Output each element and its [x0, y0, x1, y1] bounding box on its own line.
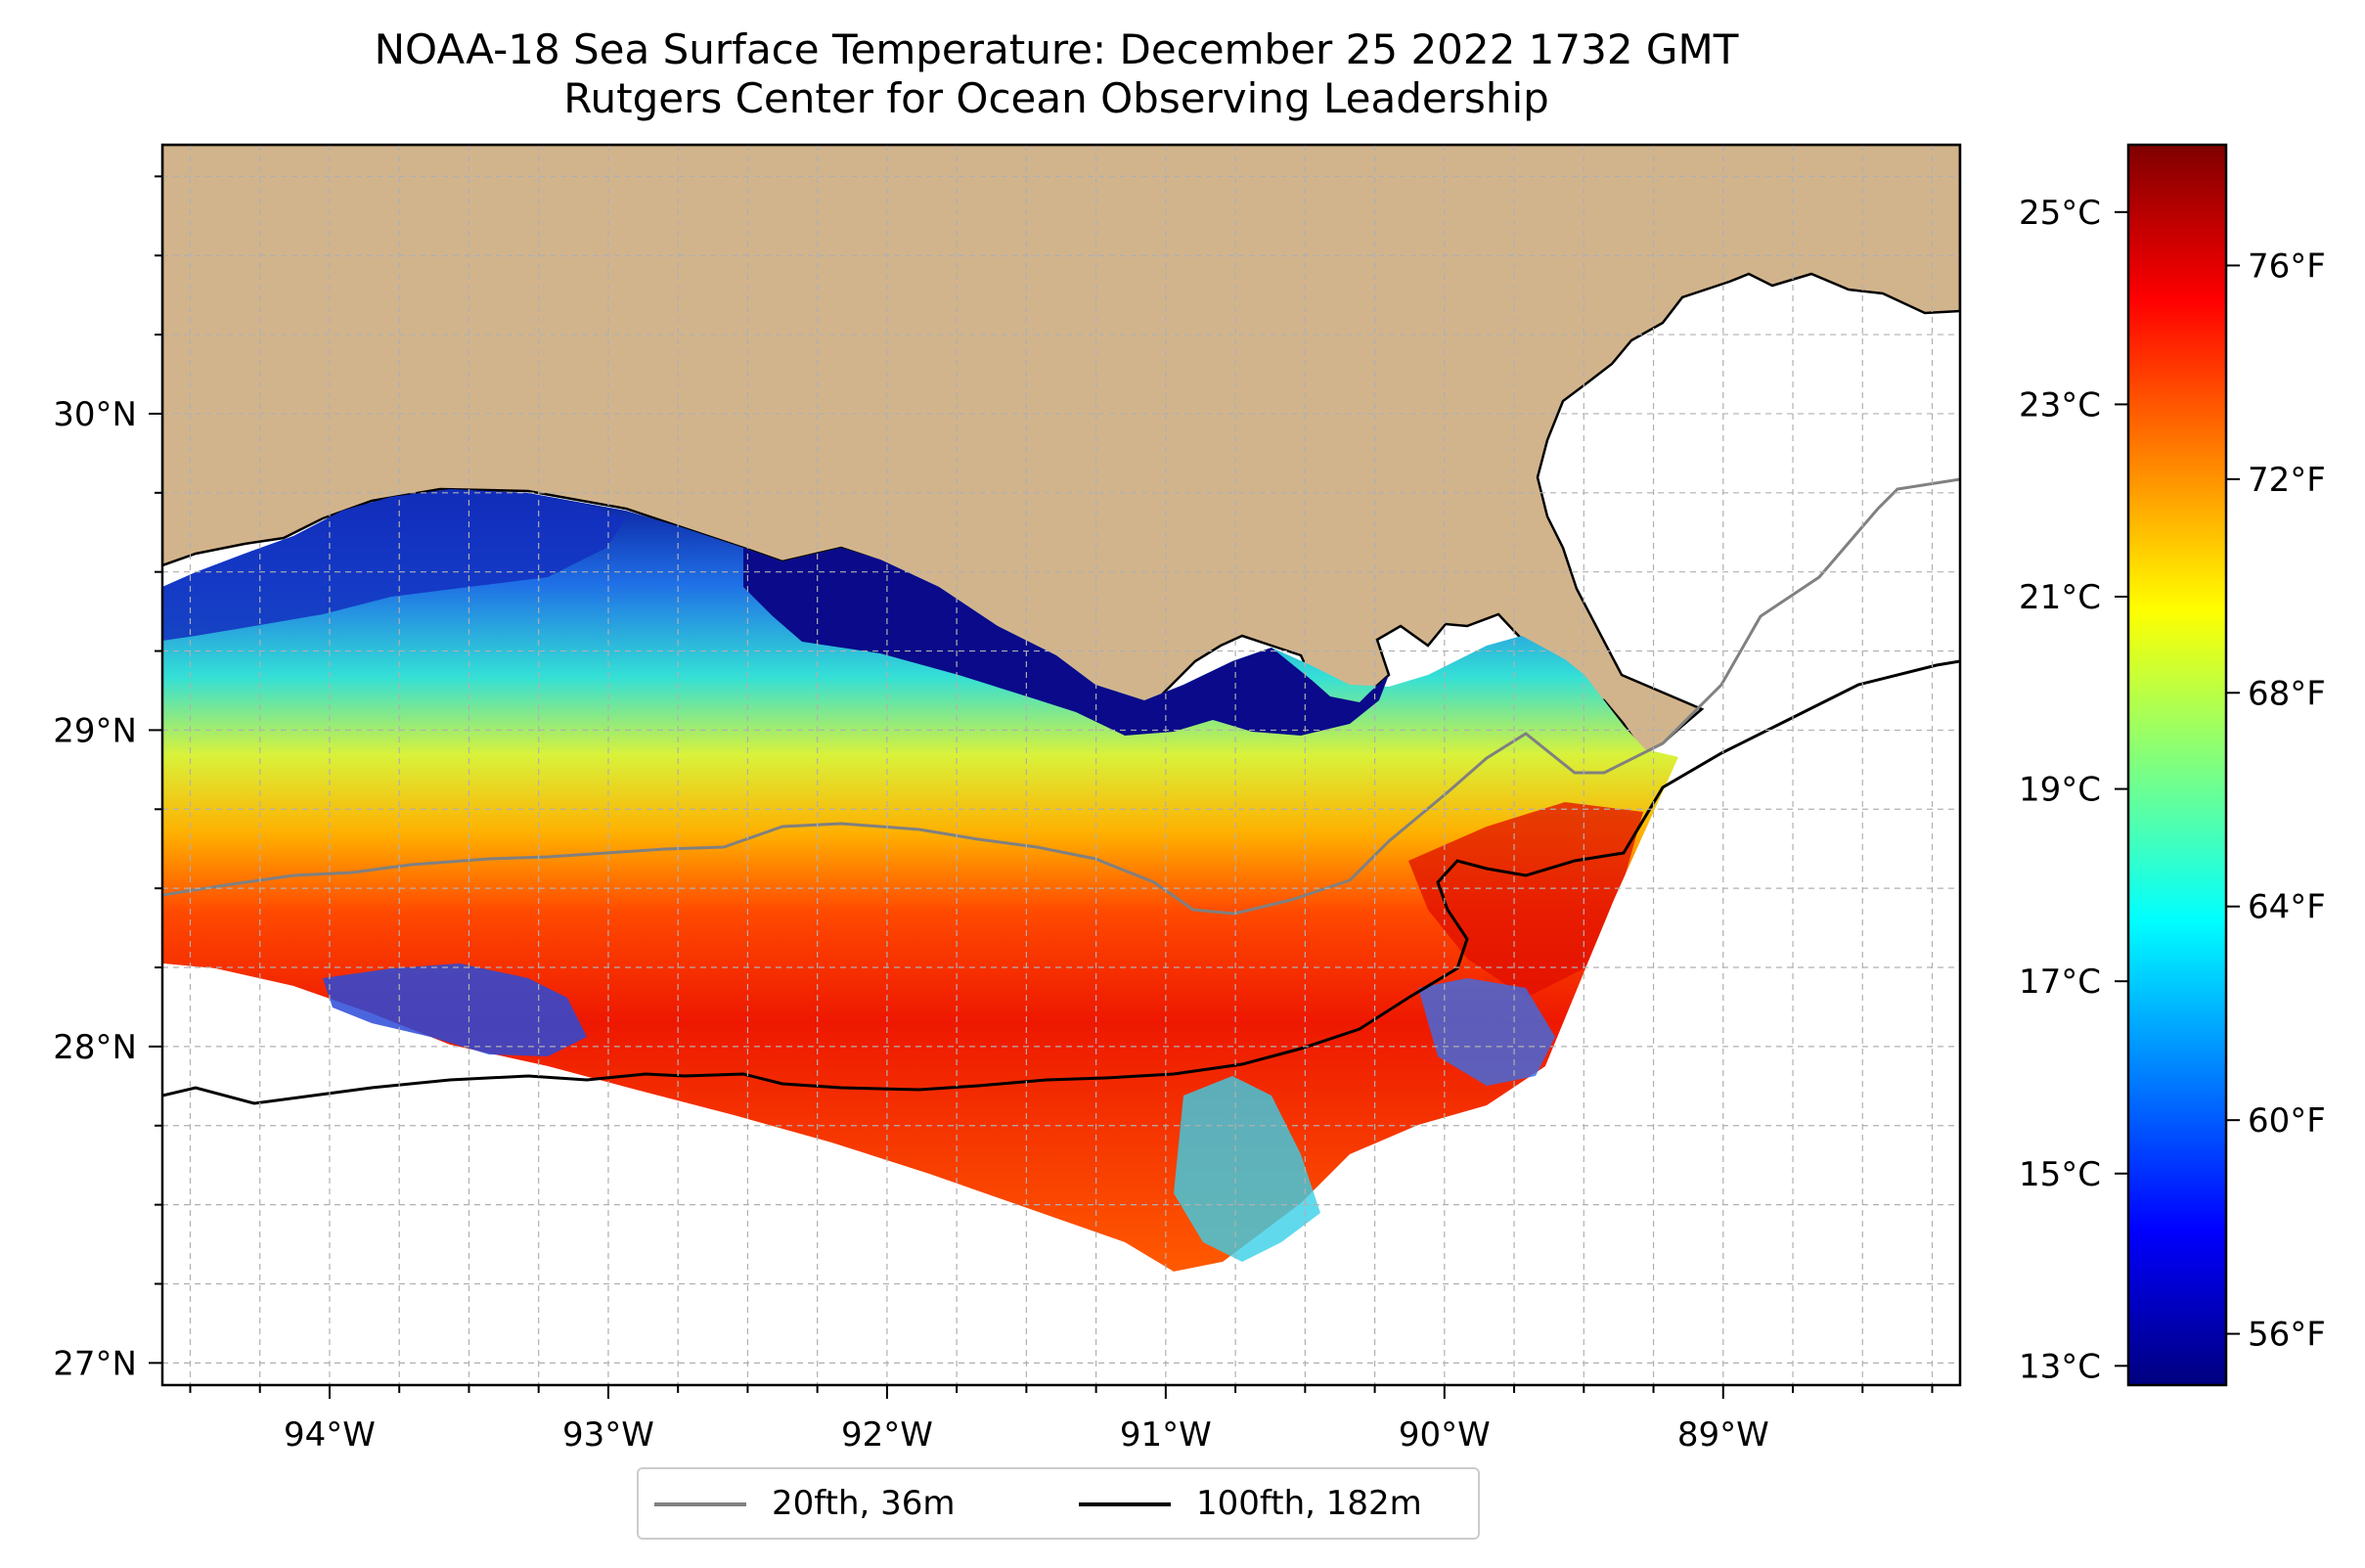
legend-label-100fth: 100fth, 182m: [1196, 1484, 1422, 1523]
legend-line-20fth: [654, 1502, 746, 1506]
graticule: [162, 145, 1960, 1385]
lat-tick-label: 28°N: [53, 1028, 137, 1067]
map-legend: 20fth, 36m 100fth, 182m: [637, 1467, 1480, 1540]
lon-tick-label: 89°W: [1677, 1415, 1769, 1455]
lon-tick-label: 94°W: [284, 1415, 376, 1455]
celsius-tick-label: 25°C: [2019, 194, 2101, 233]
colorbar-gradient: [2126, 143, 2228, 1387]
lon-tick-label: 90°W: [1399, 1415, 1491, 1455]
celsius-tick-label: 17°C: [2019, 963, 2101, 1002]
isobath-100fth: [162, 659, 1960, 1105]
cloud-gap-southwest: [162, 963, 1275, 1385]
cool-patch-southwest: [323, 963, 587, 1056]
fahrenheit-tick-label: 76°F: [2248, 246, 2326, 286]
fahrenheit-tick-label: 68°F: [2248, 674, 2326, 713]
no-data-east: [1545, 509, 1960, 1385]
lon-tick-label: 93°W: [562, 1415, 654, 1455]
celsius-tick-label: 15°C: [2019, 1155, 2101, 1194]
map-body: [162, 145, 1960, 1385]
legend-line-100fth: [1079, 1502, 1171, 1506]
cool-patch-south: [1174, 1076, 1320, 1262]
latitude-axis: 27°N 28°N 29°N 30°N: [53, 175, 162, 1383]
isobath-20fth: [162, 477, 1960, 916]
colorbar-celsius-axis: 13°C 15°C 17°C 19°C 21°C 23°C 25°C: [2019, 194, 2128, 1386]
fahrenheit-tick-label: 60°F: [2248, 1101, 2326, 1141]
title-line-1: NOAA-18 Sea Surface Temperature: Decembe…: [374, 25, 1739, 73]
celsius-tick-label: 19°C: [2019, 771, 2101, 810]
colorbar-fahrenheit-axis: 56°F 60°F 64°F 68°F 72°F 76°F: [2226, 246, 2326, 1355]
lat-tick-label: 27°N: [53, 1344, 137, 1383]
title-line-2: Rutgers Center for Ocean Observing Leade…: [563, 74, 1549, 122]
legend-label-20fth: 20fth, 36m: [772, 1484, 956, 1523]
cold-nearshore-water: [743, 548, 1389, 736]
lat-tick-label: 30°N: [53, 395, 137, 434]
celsius-tick-label: 21°C: [2019, 578, 2101, 617]
cool-patch-east: [1418, 978, 1555, 1086]
celsius-tick-label: 13°C: [2019, 1347, 2101, 1386]
celsius-tick-label: 23°C: [2019, 385, 2101, 425]
map-frame: [160, 143, 1962, 1387]
lon-tick-label: 92°W: [841, 1415, 933, 1455]
fahrenheit-tick-label: 56°F: [2248, 1316, 2326, 1355]
warm-core: [1408, 802, 1643, 998]
map-title: NOAA-18 Sea Surface Temperature: Decembe…: [156, 25, 1956, 123]
fahrenheit-tick-label: 64°F: [2248, 888, 2326, 927]
cold-western-water: [162, 489, 626, 641]
lat-tick-label: 29°N: [53, 711, 137, 750]
lon-tick-label: 91°W: [1120, 1415, 1212, 1455]
fahrenheit-tick-label: 72°F: [2248, 461, 2326, 500]
longitude-axis: 94°W 93°W 92°W 91°W 90°W 89°W: [189, 1385, 1934, 1455]
